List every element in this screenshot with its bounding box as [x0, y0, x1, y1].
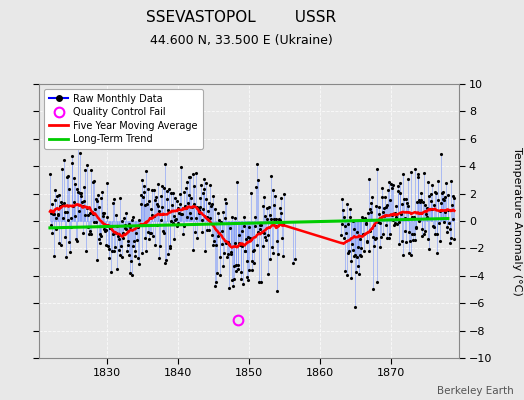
- Text: SSEVASTOPOL        USSR: SSEVASTOPOL USSR: [146, 10, 336, 25]
- Text: Berkeley Earth: Berkeley Earth: [437, 386, 514, 396]
- Y-axis label: Temperature Anomaly (°C): Temperature Anomaly (°C): [512, 147, 522, 295]
- Legend: Raw Monthly Data, Quality Control Fail, Five Year Moving Average, Long-Term Tren: Raw Monthly Data, Quality Control Fail, …: [44, 89, 203, 149]
- Text: 44.600 N, 33.500 E (Ukraine): 44.600 N, 33.500 E (Ukraine): [150, 34, 332, 47]
